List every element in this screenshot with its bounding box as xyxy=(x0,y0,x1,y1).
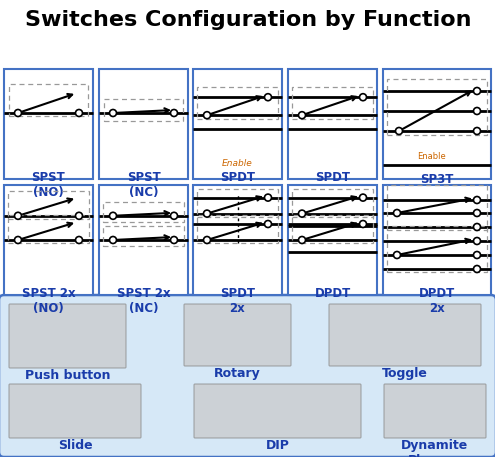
Text: Push button: Push button xyxy=(25,369,110,382)
Circle shape xyxy=(14,237,21,244)
Text: Enable: Enable xyxy=(417,152,446,161)
FancyBboxPatch shape xyxy=(9,304,126,368)
Circle shape xyxy=(474,87,481,95)
Bar xyxy=(288,185,377,295)
Circle shape xyxy=(298,237,305,244)
Bar xyxy=(4,69,93,179)
Bar xyxy=(193,69,282,179)
Circle shape xyxy=(14,213,21,219)
Circle shape xyxy=(203,237,210,244)
Circle shape xyxy=(170,213,178,219)
Circle shape xyxy=(394,209,400,217)
Text: SPST
(NC): SPST (NC) xyxy=(127,171,160,199)
Circle shape xyxy=(76,110,83,117)
Bar xyxy=(9,84,88,116)
FancyBboxPatch shape xyxy=(194,384,361,438)
Text: SPST 2x
(NC): SPST 2x (NC) xyxy=(117,287,170,315)
Text: Dynamite
Plunger: Dynamite Plunger xyxy=(401,439,469,457)
Text: SPDT
2x: SPDT 2x xyxy=(220,287,255,315)
Circle shape xyxy=(474,107,481,115)
Text: Switches Configuration by Function: Switches Configuration by Function xyxy=(25,10,471,30)
Circle shape xyxy=(359,194,366,201)
Bar xyxy=(197,189,278,217)
Bar xyxy=(8,191,89,219)
Bar xyxy=(103,226,184,246)
Text: SPDT: SPDT xyxy=(315,171,350,184)
Bar xyxy=(99,69,188,179)
Bar xyxy=(387,226,487,272)
Text: SP3T: SP3T xyxy=(420,173,454,186)
Bar xyxy=(8,215,89,243)
Circle shape xyxy=(264,220,271,228)
Text: SPST 2x
(NO): SPST 2x (NO) xyxy=(22,287,75,315)
Circle shape xyxy=(394,251,400,259)
Circle shape xyxy=(109,110,116,117)
Bar xyxy=(103,202,184,222)
Circle shape xyxy=(474,209,481,217)
Text: DPDT
2x: DPDT 2x xyxy=(419,287,455,315)
Text: SPST
(NO): SPST (NO) xyxy=(32,171,65,199)
FancyBboxPatch shape xyxy=(184,304,291,366)
Circle shape xyxy=(109,237,116,244)
Bar xyxy=(197,215,278,243)
Bar xyxy=(383,185,491,295)
Bar xyxy=(383,69,491,179)
Bar xyxy=(387,185,487,230)
Circle shape xyxy=(264,94,271,101)
Text: DIP: DIP xyxy=(265,439,290,452)
Circle shape xyxy=(359,94,366,101)
Bar xyxy=(197,87,278,119)
Circle shape xyxy=(474,251,481,259)
Bar xyxy=(292,87,373,119)
Bar xyxy=(292,215,373,243)
Circle shape xyxy=(474,223,481,230)
Circle shape xyxy=(298,210,305,217)
Circle shape xyxy=(359,220,366,228)
FancyBboxPatch shape xyxy=(9,384,141,438)
Bar xyxy=(99,185,188,295)
Text: SPDT: SPDT xyxy=(220,171,255,184)
Bar xyxy=(288,69,377,179)
Bar xyxy=(104,99,183,121)
Circle shape xyxy=(474,128,481,134)
FancyBboxPatch shape xyxy=(0,295,495,457)
Circle shape xyxy=(14,110,21,117)
Circle shape xyxy=(76,213,83,219)
Circle shape xyxy=(109,213,116,219)
FancyBboxPatch shape xyxy=(384,384,486,438)
Text: DPDT: DPDT xyxy=(314,287,350,300)
Circle shape xyxy=(76,237,83,244)
Text: Enable: Enable xyxy=(222,159,253,168)
Text: Toggle: Toggle xyxy=(382,367,428,380)
Circle shape xyxy=(474,197,481,203)
Bar xyxy=(4,185,93,295)
Circle shape xyxy=(170,110,178,117)
Text: Slide: Slide xyxy=(58,439,92,452)
Circle shape xyxy=(298,112,305,119)
Bar xyxy=(193,185,282,295)
Circle shape xyxy=(170,237,178,244)
Circle shape xyxy=(474,266,481,272)
Bar xyxy=(387,79,487,135)
Circle shape xyxy=(203,210,210,217)
FancyBboxPatch shape xyxy=(329,304,481,366)
Circle shape xyxy=(474,238,481,244)
Text: Rotary: Rotary xyxy=(214,367,261,380)
Circle shape xyxy=(264,194,271,201)
Circle shape xyxy=(396,128,402,134)
Bar xyxy=(292,189,373,217)
Circle shape xyxy=(203,112,210,119)
